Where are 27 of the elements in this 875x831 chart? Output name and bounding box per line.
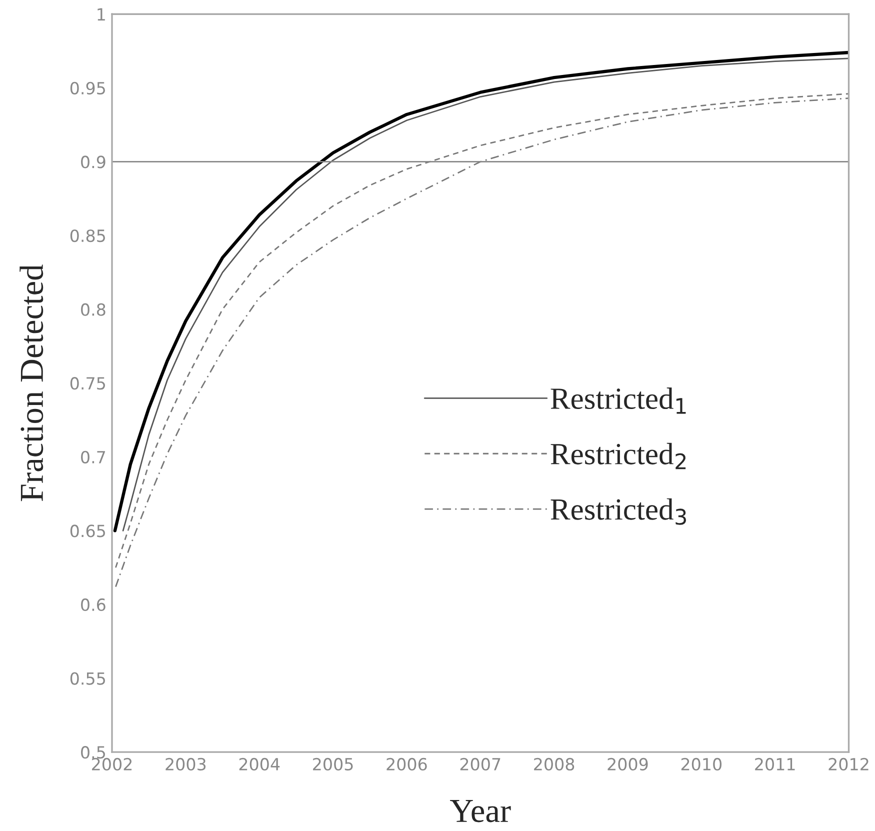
- x-tick-label: 2002: [92, 758, 132, 771]
- legend-label: Restricted$_{1}$: [550, 388, 686, 414]
- y-tick-label: 0.85: [70, 229, 105, 242]
- x-tick-label: 2009: [608, 758, 648, 771]
- y-tick-label: 0.75: [70, 377, 105, 390]
- y-tick-label: 0.7: [81, 450, 106, 464]
- x-tick-label: 2003: [166, 758, 206, 771]
- x-tick-label: 2012: [828, 758, 868, 771]
- x-axis-title: Year: [450, 800, 511, 822]
- y-axis-title: Fraction Detected: [20, 264, 44, 502]
- y-tick-label: 0.8: [81, 303, 106, 316]
- y-tick-label: 0.95: [70, 82, 105, 94]
- y-tick-label: 0.65: [70, 524, 105, 538]
- x-tick-label: 2006: [386, 758, 427, 771]
- x-tick-label: 2007: [460, 758, 500, 771]
- y-tick-label: 0.9: [81, 156, 106, 168]
- legend-label: Restricted$_{3}$: [550, 498, 686, 525]
- y-tick-label: 1: [98, 8, 105, 20]
- y-tick-label: 0.5: [81, 746, 105, 759]
- x-tick-label: 2011: [755, 758, 795, 771]
- legend-label: Restricted$_{2}$: [550, 442, 686, 470]
- x-tick-label: 2008: [534, 758, 574, 771]
- x-tick-label: 2005: [313, 758, 353, 771]
- y-tick-label: 0.55: [70, 672, 105, 685]
- x-tick-label: 2010: [681, 758, 722, 771]
- y-tick-label: 0.6: [81, 598, 106, 612]
- x-tick-label: 2004: [239, 758, 280, 771]
